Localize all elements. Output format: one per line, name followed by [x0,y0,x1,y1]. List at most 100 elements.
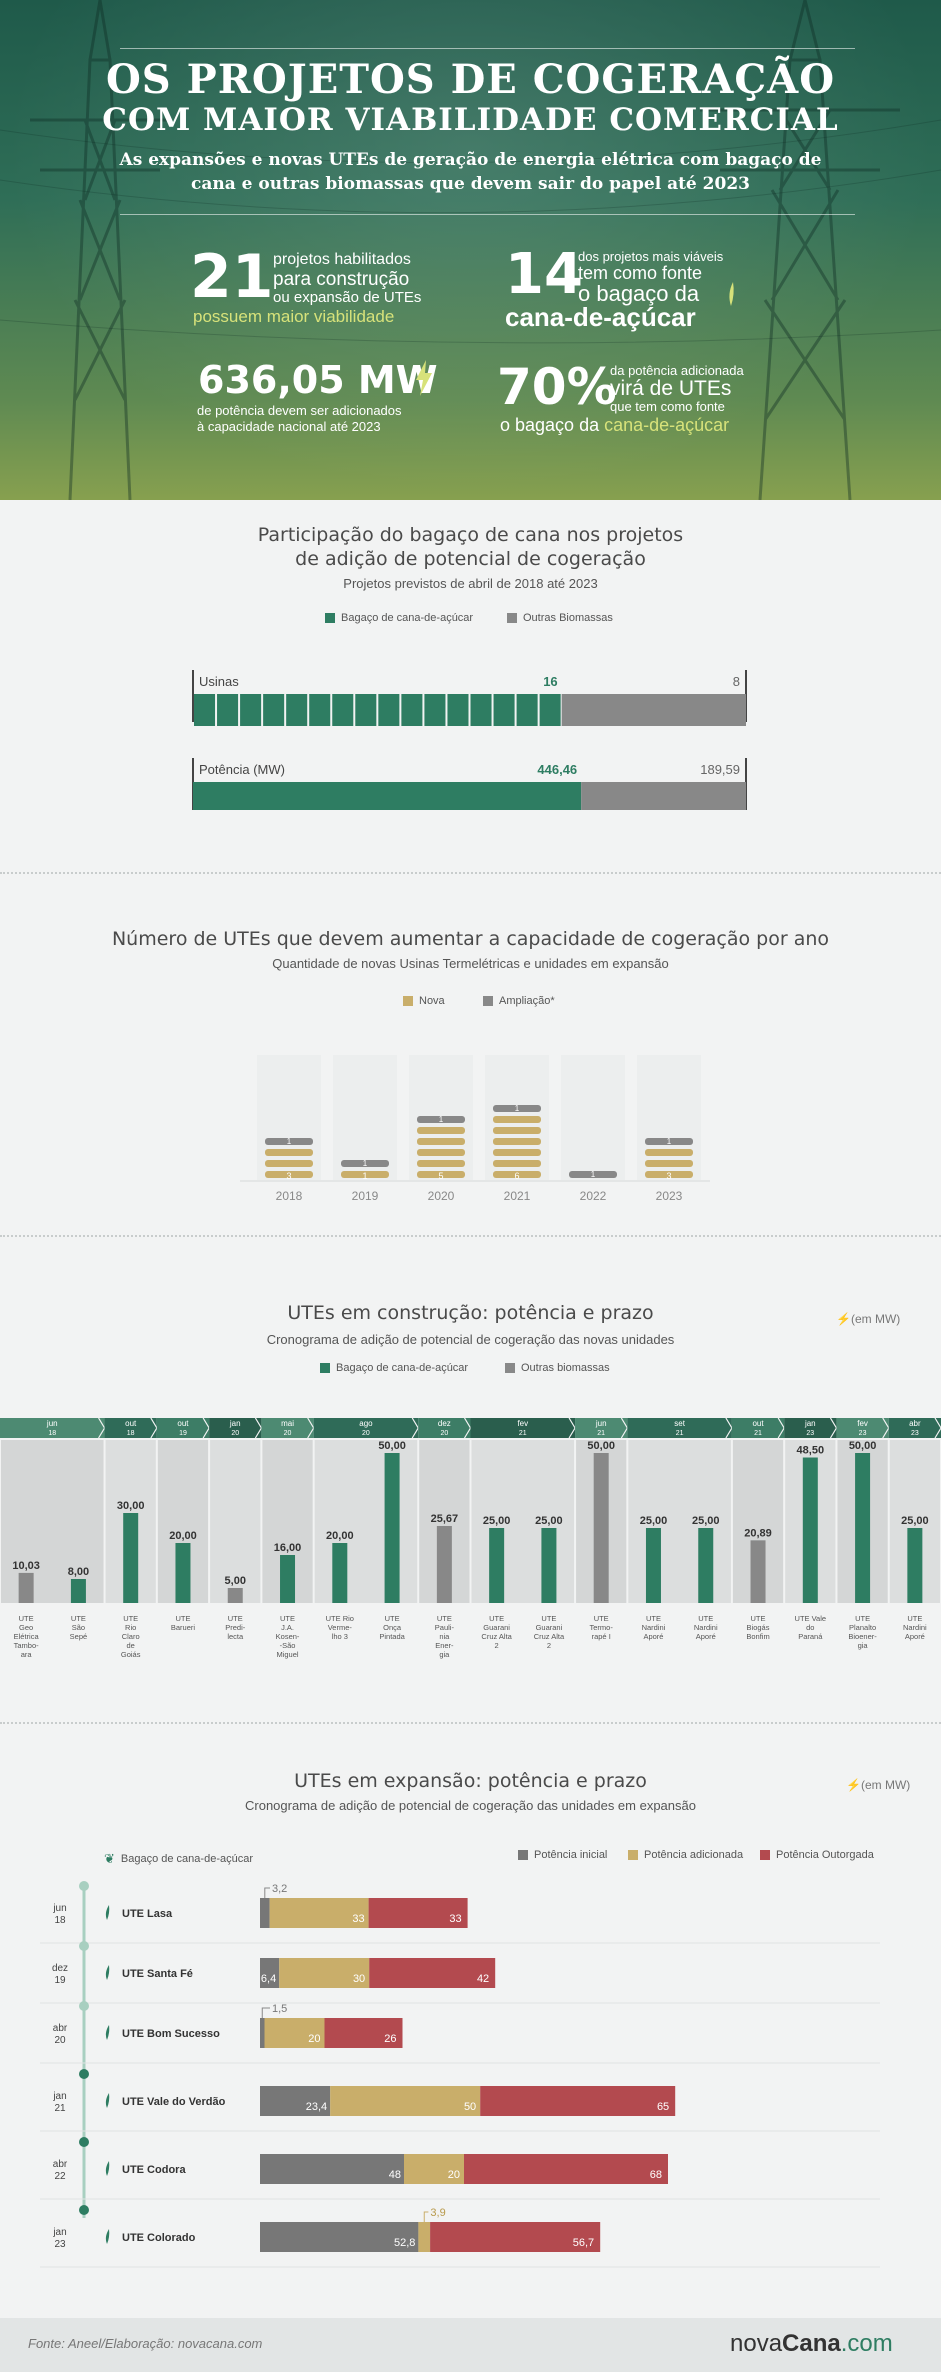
c3-bar [70,1579,86,1603]
c3-unit-name: Bioener- [848,1632,877,1641]
s4-legend-initial-label: Potência inicial [534,1849,608,1861]
c3-unit-name: Miguel [276,1650,298,1659]
c3-period-month: ago [359,1419,373,1428]
c2-exp-count: 1 [439,1115,444,1124]
c4-leaf-icon [105,2161,110,2176]
c3-unit-name: UTE [541,1614,556,1623]
c4-initial-leader [264,1887,270,1898]
c2-unit-expansion [265,1138,313,1145]
c3-period-arrow [150,1418,158,1439]
c2-unit-new [417,1149,465,1156]
c2-unit-new [417,1160,465,1167]
c4-date-month: jun [52,1903,66,1914]
s2-legend-exp: Ampliação* [483,995,555,1007]
c3-unit-name: Kosen- [276,1632,300,1641]
c3-period-year: 20 [231,1430,239,1437]
s1-subtitle: Projetos previstos de abril de 2018 até … [343,576,598,591]
c4-bar-granted [324,2018,403,2048]
c3-unit-name: Geo [19,1623,33,1632]
divider-2 [0,1235,941,1237]
c2-new-count: 3 [286,1171,291,1181]
c2-new-count: 1 [362,1171,367,1181]
stat-pct-l2: virá de UTEs [610,377,732,400]
s3-unit-label: (em MW) [850,1312,901,1326]
c2-unit-expansion [341,1160,389,1167]
s1-title-l1: Participação do bagaço de cana nos proje… [257,524,684,546]
c2-column-bg [637,1055,701,1180]
c3-bar-value: 25,00 [483,1515,511,1527]
stat-cane-number: 14 [505,242,583,307]
c3-unit-name: Tambo- [14,1641,40,1650]
c3-period-arrow [934,1418,941,1439]
c3-period-month: set [674,1419,685,1428]
stat-cane-l1: dos projetos mais viáveis [578,249,724,264]
c4-plant-name: UTE Colorado [122,2232,196,2244]
c3-period-year: 21 [754,1430,762,1437]
c1-cane-unit [401,694,423,726]
c4-added-leader [423,2211,429,2222]
c1-cane-unit [194,694,216,726]
c3-bar [280,1555,296,1603]
c1-cane-value: 446,46 [537,762,577,777]
c3-period-band [470,1418,576,1438]
leaf-icon [729,282,734,306]
c3-period-arrow [882,1418,890,1439]
c1-cane-unit [332,694,354,726]
s4-legend-added-label: Potência adicionada [644,1849,744,1861]
c3-unit-name: Cruz Alta [481,1632,512,1641]
c4-granted-value: 33 [449,1913,461,1925]
c3-bar-value: 20,00 [326,1530,354,1542]
c4-granted-value: 56,7 [573,2237,594,2249]
c3-unit-name: UTE [855,1614,870,1623]
c3-bar-value: 25,00 [692,1515,720,1527]
c3-unit-name: UTE Vale [795,1614,827,1623]
c3-period-month: out [752,1419,764,1428]
c4-leaf-icon [105,2229,110,2244]
c3-period-band [313,1418,419,1438]
c4-bar-added [418,2222,431,2252]
s4-legend-initial: Potência inicial [518,1849,607,1861]
c2-unit-expansion [493,1105,541,1112]
c3-unit-name: do [806,1623,814,1632]
c3-bar [175,1543,191,1603]
c3-period-band [418,1418,471,1438]
c3-period-bg [628,1440,731,1603]
c4-date-month: jan [52,2091,66,2102]
c1-cane-unit [424,694,446,726]
s1-title-l2: de adição de potencial de cogeração [295,548,646,570]
c4-bar-added [404,2154,464,2184]
c3-bar [227,1588,243,1603]
c2-unit-new [493,1116,541,1123]
c4-bar-granted [480,2086,676,2116]
c3-unit-name: Biogás [747,1623,770,1632]
c2-exp-count: 1 [591,1170,596,1179]
c4-leaf-icon [105,2025,110,2040]
c1-other-value: 8 [733,674,740,689]
c2-unit-new [645,1171,693,1178]
c4-date-year: 22 [54,2171,66,2182]
c3-period-bg [471,1440,575,1603]
c3-bar-value: 50,00 [587,1440,615,1452]
c3-unit-name: de [127,1641,135,1650]
c3-bar [645,1528,661,1603]
c2-exp-count: 1 [363,1159,368,1168]
c2-unit-expansion [645,1138,693,1145]
c3-bar-value: 48,50 [797,1445,825,1457]
c3-bar-value: 20,89 [744,1527,772,1539]
c4-date-month: abr [53,2023,68,2034]
c4-date-year: 23 [54,2239,66,2250]
logo-cana: Cana [782,2330,841,2357]
c3-period-month: jan [804,1419,816,1428]
c2-exp-count: 1 [287,1137,292,1146]
s2-title: Número de UTEs que devem aumentar a capa… [111,928,830,950]
s4-legend-granted: Potência Outorgada [760,1849,874,1861]
stat-mw-l1: de potência devem ser adicionados [197,403,402,418]
c3-unit-name: São [72,1623,85,1632]
c3-bar [436,1525,452,1603]
c3-period-month: jan [229,1419,241,1428]
c3-unit-name: ara [21,1650,33,1659]
c3-bar-value: 16,00 [274,1542,302,1554]
c4-added-value: 20 [448,2169,460,2181]
c4-bar-added [279,1958,370,1988]
c4-granted-value: 65 [657,2101,669,2113]
